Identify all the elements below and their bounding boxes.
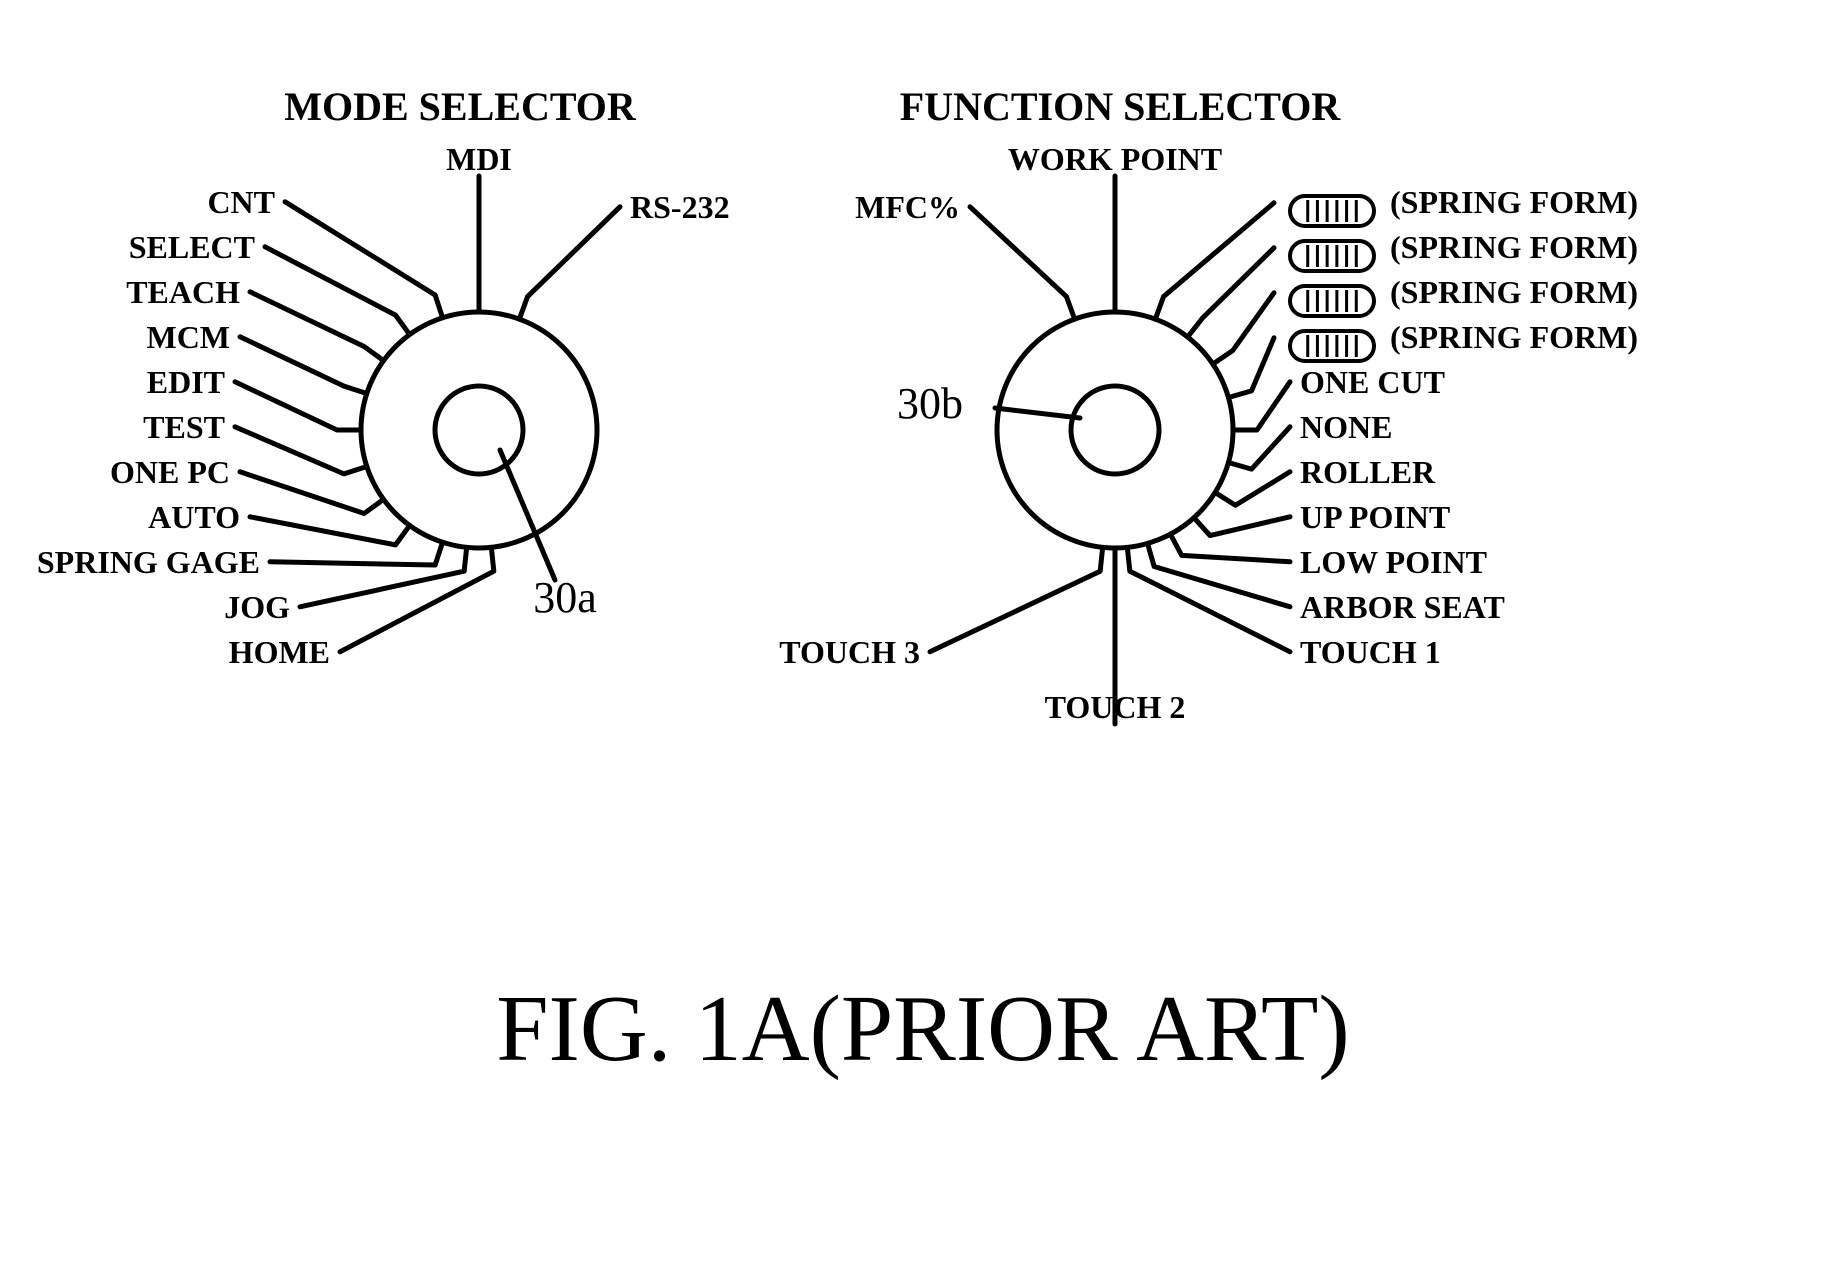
tick-label: TOUCH 2 [1045, 689, 1186, 725]
leader-line [240, 337, 367, 394]
mode-selector-title: MODE SELECTOR [284, 84, 637, 129]
mode-selector-dial-inner [435, 386, 523, 474]
leader-line [1188, 248, 1274, 337]
leader-line [1228, 427, 1290, 469]
ref-leader [995, 408, 1080, 418]
leader-line [930, 547, 1103, 651]
spring-form-icon [1290, 331, 1374, 361]
tick-label: EDIT [147, 364, 225, 400]
tick-label: JOG [224, 589, 290, 625]
tick-label: ONE CUT [1300, 364, 1445, 400]
tick-label: LOW POINT [1300, 544, 1487, 580]
tick-label: SELECT [129, 229, 255, 265]
leader-line [265, 247, 410, 335]
leader-line [240, 472, 384, 514]
spring-form-icon [1290, 241, 1374, 271]
tick-label: CNT [207, 184, 275, 220]
tick-label: MCM [146, 319, 230, 355]
tick-label: AUTO [148, 499, 240, 535]
tick-label: MDI [446, 141, 512, 177]
tick-label: (SPRING FORM) [1390, 319, 1638, 355]
tick-label: (SPRING FORM) [1390, 229, 1638, 265]
leader-line [1148, 543, 1290, 606]
tick-label: TOUCH 1 [1300, 634, 1441, 670]
leader-line [270, 542, 443, 565]
tick-label: TOUCH 3 [779, 634, 920, 670]
leader-line [1194, 517, 1290, 536]
tick-label: (SPRING FORM) [1390, 184, 1638, 220]
leader-line [250, 517, 410, 545]
leader-line [970, 207, 1075, 319]
figure-caption: FIG. 1A(PRIOR ART) [496, 977, 1349, 1081]
tick-label: SPRING GAGE [37, 544, 260, 580]
spring-form-icon [1290, 196, 1374, 226]
leader-line [235, 427, 367, 474]
leader-line [519, 207, 620, 319]
diagram-canvas: MODE SELECTOR MDI RS-232 CNT SELECT TEACH MCM E… [0, 0, 1846, 1275]
tick-label: RS-232 [630, 189, 730, 225]
tick-label: ARBOR SEAT [1300, 589, 1505, 625]
spring-form-icon [1290, 286, 1374, 316]
tick-label: ONE PC [110, 454, 230, 490]
tick-label: TEST [143, 409, 225, 445]
tick-label: UP POINT [1300, 499, 1450, 535]
tick-label: WORK POINT [1008, 141, 1222, 177]
tick-label: ROLLER [1300, 454, 1436, 490]
leader-line [1215, 472, 1290, 505]
leader-line [1155, 203, 1274, 319]
mode-selector-ref: 30a [533, 573, 597, 622]
function-selector-title: FUNCTION SELECTOR [900, 84, 1342, 129]
tick-label: HOME [229, 634, 330, 670]
mode-selector-dial-outer [361, 312, 597, 548]
tick-label: MFC% [855, 189, 960, 225]
leader-line [1233, 382, 1290, 430]
leader-line [1170, 534, 1290, 562]
tick-label: TEACH [126, 274, 240, 310]
tick-label: NONE [1300, 409, 1392, 445]
function-selector-dial-outer [997, 312, 1233, 548]
function-selector-dial-inner [1071, 386, 1159, 474]
tick-label: (SPRING FORM) [1390, 274, 1638, 310]
ref-leader [500, 450, 555, 580]
leader-line [235, 382, 361, 430]
function-selector-ref: 30b [897, 379, 963, 428]
